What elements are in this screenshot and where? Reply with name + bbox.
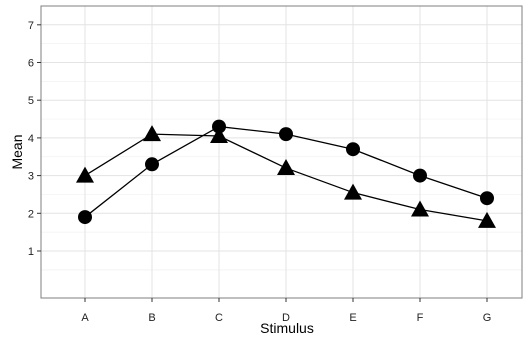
y-tick-label: 1 [28, 246, 34, 258]
data-point-triangle [277, 159, 295, 176]
data-point-circle [413, 168, 427, 183]
x-tick-label: D [282, 312, 290, 324]
data-point-circle [279, 127, 293, 142]
x-tick-label: F [417, 312, 424, 324]
grid [41, 6, 522, 298]
x-axis-title: Stimulus [260, 320, 314, 336]
y-tick-label: 5 [28, 95, 34, 107]
data-point-circle [145, 157, 159, 172]
x-tick-label: C [215, 312, 223, 324]
y-tick-label: 3 [28, 171, 34, 183]
y-tick-label: 7 [28, 20, 34, 32]
data-point-circle [346, 142, 360, 157]
data-point-triangle [411, 200, 429, 217]
x-tick-label: B [148, 312, 155, 324]
series-circle [78, 119, 494, 225]
data-point-triangle [76, 166, 94, 183]
y-axis-title: Mean [9, 134, 25, 169]
y-tick-label: 2 [28, 208, 34, 220]
data-point-circle [480, 191, 494, 206]
data-point-triangle [478, 211, 496, 228]
data-point-circle [78, 210, 92, 225]
data-point-triangle [210, 127, 228, 144]
data-point-triangle [143, 125, 161, 142]
y-tick-label: 6 [28, 58, 34, 70]
y-tick-label: 4 [28, 133, 34, 145]
x-tick-label: E [349, 312, 356, 324]
x-tick-label: A [81, 312, 89, 324]
series-layer [76, 119, 496, 228]
data-point-triangle [344, 183, 362, 200]
x-tick-label: G [483, 312, 492, 324]
panel-border [40, 5, 523, 299]
data-point-circle [212, 119, 226, 134]
series-triangle [76, 125, 496, 228]
x-axis-ticks: A B C D E F G [81, 298, 491, 324]
y-axis-ticks: 1 2 3 4 5 6 7 [28, 20, 41, 258]
